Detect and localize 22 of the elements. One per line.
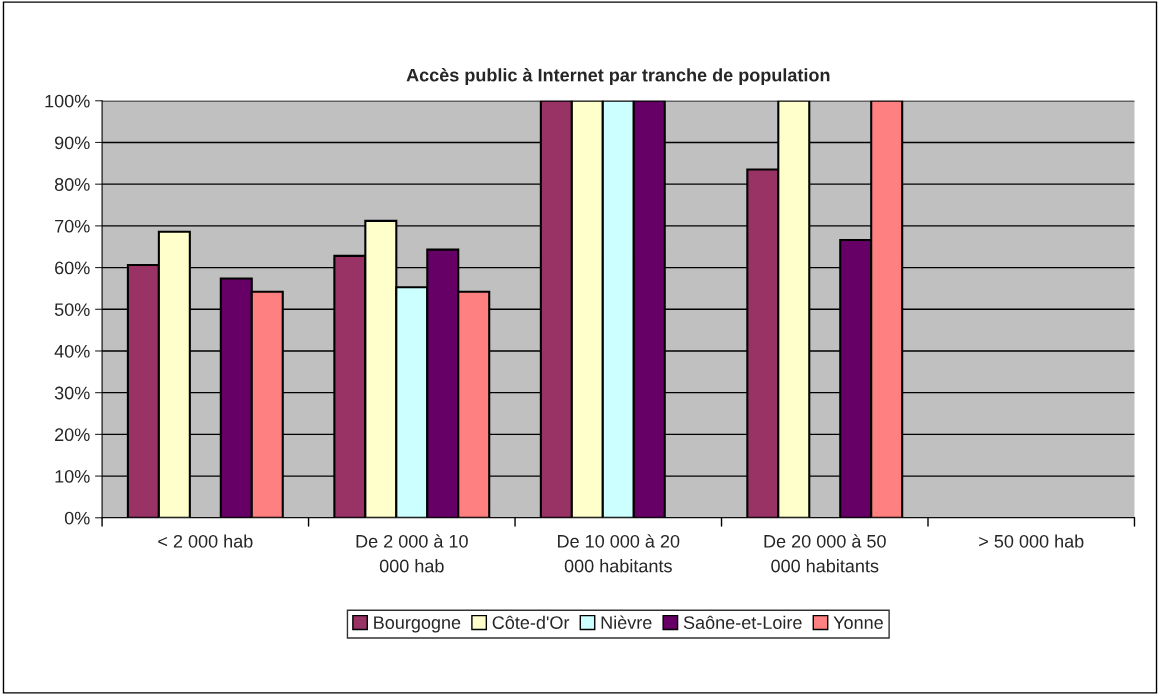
legend-label: Nièvre xyxy=(601,615,652,629)
legend-label: Yonne xyxy=(833,616,883,629)
y-tick-label: 0% xyxy=(64,511,90,525)
y-tick-label: 40% xyxy=(54,344,90,358)
y-tick-label: 70% xyxy=(55,219,90,233)
y-tick-label: 60% xyxy=(55,261,90,275)
y-tick-label: 80% xyxy=(54,178,90,191)
y-tick-label: 20% xyxy=(55,428,90,442)
y-tick-label: 10% xyxy=(55,470,90,483)
x-tick-label: De 20 000 à 50 000 habitants xyxy=(764,534,886,573)
chart-title: Accès public à Internet par tranche de population xyxy=(406,68,830,86)
x-tick-label: > 50 000 hab xyxy=(979,534,1084,548)
x-tick-label: < 2 000 hab xyxy=(158,534,253,548)
y-tick-label: 30% xyxy=(54,386,90,400)
legend-label: Bourgogne xyxy=(374,616,461,633)
y-tick-label: 100% xyxy=(45,94,90,108)
x-tick-label: De 2 000 à 10 000 hab xyxy=(356,534,468,573)
legend-label: Saône-et-Loire xyxy=(683,615,802,629)
y-tick-label: 90% xyxy=(54,136,90,150)
y-tick-label: 50% xyxy=(54,303,90,316)
x-tick-label: De 10 000 à 20 000 habitants xyxy=(558,534,680,573)
legend-label: Côte-d'Or xyxy=(492,615,570,629)
